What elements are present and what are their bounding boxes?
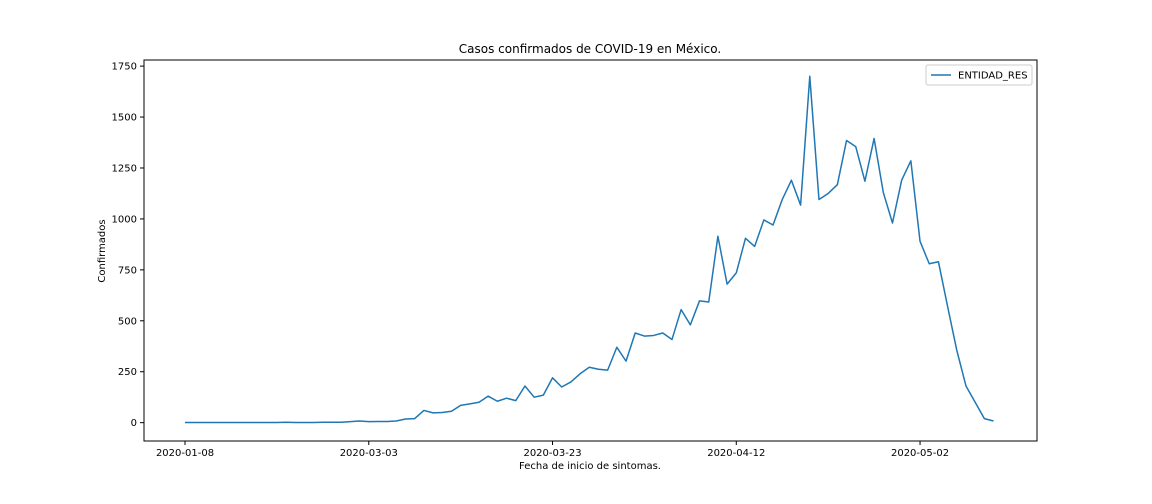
y-tick-label: 750: [118, 265, 137, 276]
y-tick-label: 500: [118, 316, 137, 327]
y-tick-label: 1750: [112, 62, 137, 73]
chart-title: Casos confirmados de COVID-19 en México.: [459, 42, 721, 56]
y-axis: 0 250 500 750 1000 1250 1500 1750: [112, 62, 144, 429]
x-tick-label: 2020-03-03: [340, 448, 398, 459]
y-tick-label: 250: [118, 367, 137, 378]
y-tick-label: 0: [131, 418, 137, 429]
series-group: [185, 75, 994, 424]
legend-entry-label: ENTIDAD_RES: [958, 71, 1028, 82]
plot-frame: [143, 59, 1038, 442]
y-axis-label: Confirmados: [97, 219, 108, 282]
y-tick-label: 1000: [112, 214, 137, 225]
x-tick-label: 2020-05-02: [891, 448, 949, 459]
plot-area: [143, 59, 1038, 442]
x-axis: 2020-01-08 2020-03-03 2020-03-23 2020-04-12…: [156, 441, 949, 459]
legend: ENTIDAD_RES: [925, 64, 1033, 86]
y-tick-label: 1250: [112, 163, 137, 174]
x-axis-label: Fecha de inicio de sintomas.: [519, 461, 661, 472]
series-line-entidad-res: [185, 75, 994, 424]
legend-box: [925, 64, 1033, 86]
x-tick-label: 2020-01-08: [156, 448, 214, 459]
x-tick-label: 2020-04-12: [707, 448, 765, 459]
y-tick-label: 1500: [112, 113, 137, 124]
x-tick-label: 2020-03-23: [523, 448, 581, 459]
